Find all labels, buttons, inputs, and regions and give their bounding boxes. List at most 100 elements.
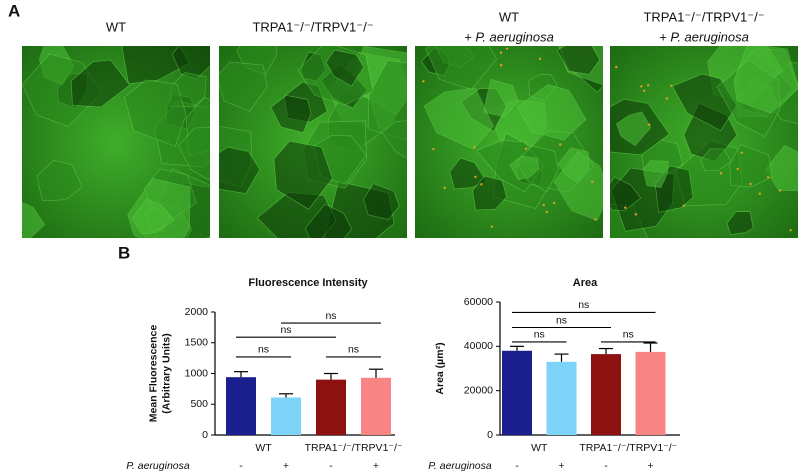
bacteria [643,89,646,92]
bar [316,379,346,435]
bacteria [443,186,446,190]
cell [325,49,365,87]
significance-label: ns [534,329,545,341]
panel-label: A [8,1,20,20]
bacteria [542,203,546,207]
cell [178,127,210,181]
bacteria [499,51,503,54]
y-tick-label: 1500 [185,337,209,349]
panel-label: B [118,243,130,262]
bacteria [665,97,669,100]
x-tick-label: - [329,460,333,472]
bacteria [490,225,494,228]
significance-label: ns [258,344,269,356]
row-label: P. aeruginosa [428,460,492,472]
x-tick-label: - [604,460,608,472]
bacteria [624,206,627,209]
y-tick-label: 2000 [185,306,209,318]
x-tick-label: + [373,460,379,472]
group-label: TRPA1⁻/⁻/TRPV1⁻/⁻ [579,442,677,454]
cell [483,79,519,118]
bacteria [758,192,762,195]
group-label: TRPA1⁻/⁻/TRPV1⁻/⁻ [305,442,403,454]
bar [546,361,577,435]
y-axis-label: Mean Fluorescence [147,325,159,423]
cell [642,160,669,188]
y-tick-label: 500 [190,398,208,410]
bacteria [749,182,752,186]
bacteria [545,210,548,214]
x-tick-label: + [647,460,653,472]
bacteria [499,64,503,67]
significance-label: ns [325,310,336,322]
bacteria [591,180,594,183]
cell [219,146,261,194]
significance-label: ns [556,314,567,326]
bacteria [670,84,673,87]
row-label: P. aeruginosa [126,460,190,472]
x-tick-label: + [283,460,289,472]
bacteria [640,85,643,88]
bar [226,377,256,435]
bacteria [647,123,651,126]
cell [219,61,268,112]
bacteria [594,218,597,221]
bacteria [634,213,638,216]
cell [729,144,773,188]
cell [733,46,798,114]
y-tick-label: 0 [202,429,208,441]
bar [635,351,666,435]
cell [557,147,590,183]
chart-title: Fluorescence Intensity [248,277,368,289]
image-caption: TRPA1⁻/⁻/TRPV1⁻/⁻ [643,9,764,24]
significance-label: ns [578,299,589,311]
cell [509,155,540,180]
cell [517,84,587,141]
cell [423,87,494,150]
bacteria [736,167,739,171]
bacteria [559,143,562,146]
bacteria [422,80,425,83]
bacteria [480,183,483,186]
micrograph [219,46,407,238]
cell [22,202,46,238]
cell [363,183,400,221]
image-caption: WT [106,19,126,34]
cell [270,95,312,134]
y-axis-label: (Arbitrary Units) [160,333,172,414]
cell [610,176,642,211]
bacteria [432,147,435,151]
bacteria [524,147,528,150]
bar [361,377,391,435]
cell [70,59,131,108]
x-tick-label: + [558,460,564,472]
cell [616,111,652,146]
micrograph [610,46,798,238]
significance-label: ns [348,344,359,356]
x-tick-label: - [515,460,519,472]
cell [425,46,497,90]
group-label: WT [255,442,272,454]
cell [36,159,83,202]
bacteria [615,65,618,69]
bar [502,350,532,435]
cell [273,140,333,210]
cell [700,148,732,172]
y-tick-label: 40000 [464,340,493,352]
bacteria [766,176,770,179]
cell [304,203,353,238]
cell [131,198,175,235]
y-tick-label: 20000 [464,384,493,396]
y-axis-label: Area (µm²) [434,342,446,394]
y-tick-label: 60000 [464,296,493,308]
bacteria [553,201,556,205]
image-caption: + P. aeruginosa [659,29,749,44]
bacteria [682,204,686,207]
y-tick-label: 1000 [185,367,209,379]
bacteria [789,228,792,232]
group-label: WT [531,442,548,454]
cell [449,157,488,190]
cell [381,120,407,159]
image-caption: TRPA1⁻/⁻/TRPV1⁻/⁻ [252,19,373,34]
micrograph [22,46,210,238]
